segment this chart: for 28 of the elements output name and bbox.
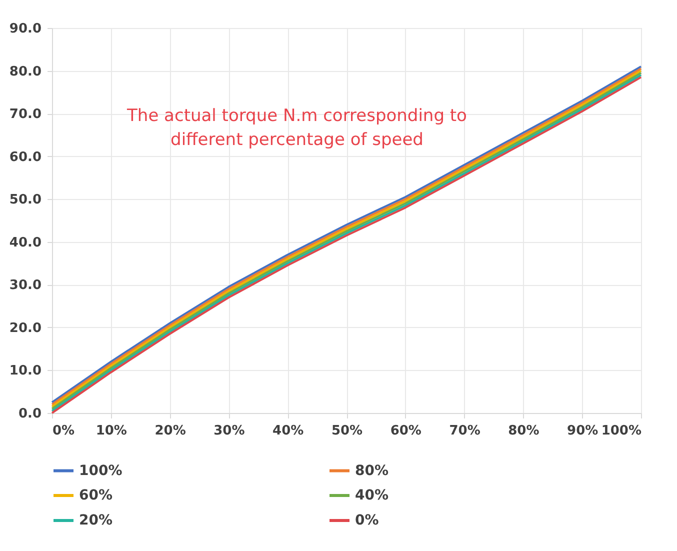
y-tick-label: 10.0 (9, 364, 42, 379)
y-tick-label: 80.0 (9, 64, 42, 80)
legend-label: 40% (355, 488, 389, 504)
legend-label: 60% (79, 488, 113, 504)
legend-label: 80% (355, 462, 389, 479)
legend-label: 0% (355, 512, 379, 528)
x-tick-label: 20% (154, 424, 186, 438)
legend-label: 100% (79, 462, 122, 479)
x-tick-label: 90% (567, 424, 598, 438)
x-tick-label: 100% (601, 424, 642, 438)
y-tick-label: 60.0 (9, 150, 42, 165)
y-tick-label: 20.0 (9, 320, 42, 336)
x-tick-label: 60% (390, 424, 422, 438)
x-tick-label: 0% (52, 424, 75, 438)
y-tick-label: 50.0 (9, 192, 42, 208)
annotation: The actual torque N.m corresponding to different percentage of speed (126, 106, 467, 150)
x-tick-label: 80% (508, 424, 540, 438)
legend-label: 20% (79, 512, 113, 528)
x-tick-label: 40% (272, 424, 304, 438)
y-tick-label: 30.0 (9, 278, 42, 294)
x-tick-label: 50% (331, 424, 363, 438)
y-tick-label: 90.0 (9, 22, 42, 36)
y-tick-label: 0.0 (18, 406, 42, 422)
x-tick-label: 30% (214, 424, 245, 438)
x-tick-label: 10% (96, 424, 127, 438)
y-tick-label: 70.0 (9, 107, 42, 122)
y-tick-label: 40.0 (9, 235, 42, 250)
x-tick-label: 70% (449, 424, 480, 438)
